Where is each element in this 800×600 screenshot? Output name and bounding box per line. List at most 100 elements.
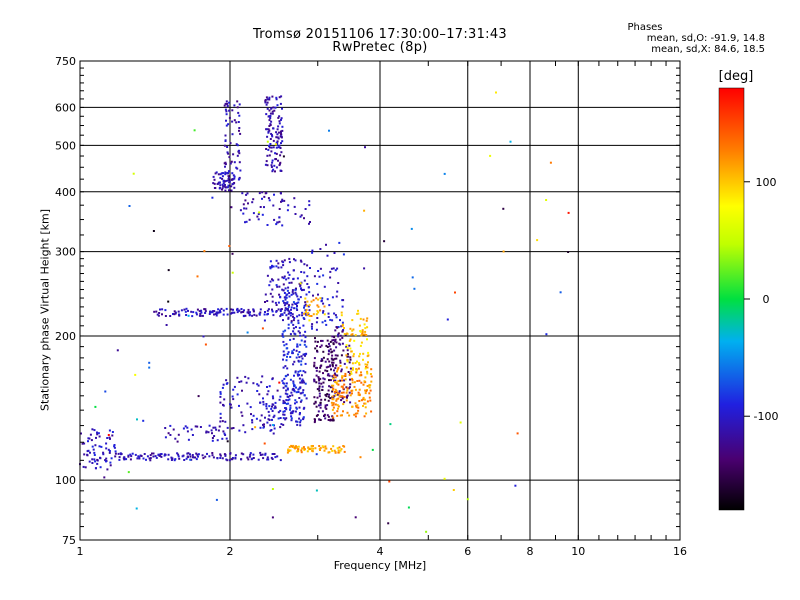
echo-point <box>93 454 96 456</box>
echo-point <box>161 308 164 311</box>
echo-point <box>187 452 190 455</box>
echo-point <box>314 419 316 422</box>
echo-point <box>224 171 227 174</box>
echo-point <box>232 427 235 429</box>
echo-point <box>283 413 286 416</box>
echo-point <box>318 418 321 421</box>
echo-point <box>288 281 291 284</box>
echo-point <box>295 401 298 404</box>
echo-point <box>348 344 351 347</box>
echo-point <box>340 311 343 314</box>
echo-point <box>236 106 239 109</box>
echo-point <box>269 260 272 263</box>
echo-point <box>366 338 368 341</box>
echo-point <box>233 119 236 122</box>
echo-point <box>340 314 343 317</box>
echo-point <box>326 358 329 361</box>
echo-point <box>219 173 222 176</box>
echo-point <box>345 399 348 402</box>
echo-point <box>332 445 335 448</box>
echo-point <box>93 451 96 454</box>
echo-point <box>342 391 345 394</box>
echo-point <box>354 412 357 415</box>
echo-point <box>134 373 137 376</box>
echo-point <box>169 434 172 436</box>
echo-point <box>340 395 343 398</box>
echo-point <box>324 445 327 448</box>
echo-point <box>235 121 238 124</box>
echo-point <box>268 414 271 417</box>
echo-point <box>267 197 270 200</box>
echo-point <box>99 456 101 459</box>
echo-point <box>303 304 306 307</box>
echo-point <box>343 450 346 453</box>
echo-point <box>334 338 337 341</box>
echo-point <box>231 457 234 459</box>
echo-point <box>332 343 335 346</box>
echo-point <box>319 406 322 409</box>
echo-point <box>297 391 300 393</box>
echo-point <box>219 457 222 459</box>
echo-point <box>358 324 361 327</box>
echo-point <box>298 397 301 399</box>
echo-point <box>148 361 151 364</box>
echo-point <box>215 498 218 501</box>
echo-point <box>545 333 548 336</box>
echo-point <box>261 191 264 194</box>
echo-point <box>326 346 329 348</box>
echo-point <box>354 415 357 418</box>
echo-point <box>300 214 303 217</box>
echo-point <box>271 110 274 113</box>
echo-point <box>360 341 363 344</box>
echo-point <box>331 339 334 342</box>
echo-point <box>287 327 290 330</box>
echo-point <box>149 457 152 460</box>
echo-point <box>261 453 264 456</box>
echo-point <box>292 348 295 351</box>
echo-point <box>326 404 329 407</box>
echo-point <box>262 403 265 406</box>
echo-point <box>359 330 362 332</box>
echo-point <box>194 425 197 428</box>
echo-point <box>353 381 356 384</box>
echo-point <box>221 175 224 178</box>
echo-point <box>299 381 302 384</box>
echo-point <box>316 349 318 352</box>
echo-point <box>83 453 86 456</box>
echo-point <box>278 120 281 123</box>
echo-point <box>224 140 227 142</box>
echo-point <box>148 366 151 369</box>
echo-point <box>333 391 336 393</box>
echo-point <box>345 354 348 357</box>
echo-point <box>342 329 345 331</box>
echo-point <box>288 450 291 453</box>
echo-point <box>217 429 220 432</box>
echo-point <box>359 344 362 347</box>
echo-point <box>299 412 301 414</box>
echo-point <box>364 333 366 336</box>
echo-point <box>238 127 241 129</box>
echo-point <box>311 445 314 447</box>
echo-point <box>326 374 329 377</box>
echo-point <box>300 399 303 402</box>
echo-point <box>284 407 287 409</box>
echo-point <box>289 338 292 341</box>
echo-point <box>308 222 310 225</box>
echo-point <box>271 295 274 298</box>
echo-point <box>364 376 367 379</box>
echo-point <box>349 327 352 330</box>
echo-point <box>265 407 268 410</box>
echo-point <box>286 367 289 370</box>
echo-point <box>295 349 298 352</box>
echo-point <box>205 430 208 433</box>
echo-point <box>339 364 342 367</box>
echo-point <box>207 431 210 434</box>
echo-point <box>268 129 271 132</box>
echo-point <box>319 309 322 312</box>
echo-point <box>294 291 297 294</box>
echo-point <box>232 388 235 391</box>
echo-point <box>268 284 271 287</box>
echo-point <box>225 379 228 382</box>
echo-point <box>298 377 301 380</box>
